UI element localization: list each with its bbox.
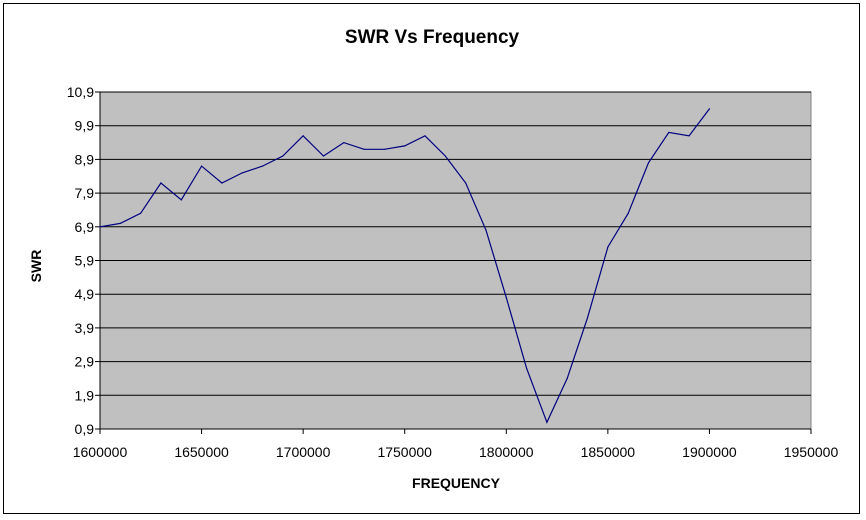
data-point: [241, 172, 243, 174]
data-point: [526, 367, 528, 369]
y-tick-label: 4,9: [75, 286, 95, 302]
data-point: [160, 182, 162, 184]
data-point: [546, 421, 548, 423]
data-point: [688, 135, 690, 137]
y-tick-labels: 0,9 1,9 2,9 3,9 4,9 5,9 6,9 7,9 8,9 9,9 10,9: [67, 84, 94, 437]
gridlines: [100, 91, 811, 396]
y-tick-label: 5,9: [75, 253, 95, 269]
y-tick-label: 9,9: [75, 118, 95, 134]
data-point: [261, 165, 264, 167]
data-point: [708, 108, 711, 110]
data-point: [383, 148, 385, 150]
data-point: [282, 155, 284, 157]
data-point: [322, 155, 325, 157]
y-tick-label: 1,9: [75, 387, 95, 403]
x-tick-label: 1600000: [73, 444, 128, 460]
y-tick-label: 2,9: [75, 354, 95, 370]
data-point: [302, 135, 304, 137]
chart-svg: SWR Vs Frequency 0,9 1,9 2,9 3,9 4,9 5,9 6,9 7,…: [28, 27, 839, 491]
x-tick-label: 1850000: [581, 444, 636, 460]
x-tick-label: 1900000: [682, 444, 737, 460]
y-axis-title: SWR: [28, 250, 44, 283]
y-tick-label: 3,9: [75, 320, 95, 336]
data-point: [363, 148, 365, 150]
data-point: [140, 212, 142, 214]
x-tick-label: 1650000: [174, 444, 229, 460]
data-point: [485, 229, 487, 231]
data-point: [99, 226, 101, 228]
x-tick-label: 1800000: [479, 444, 534, 460]
x-tick-labels: 1600000 1650000 1700000 1750000 1800000 18500…: [73, 444, 839, 460]
data-point: [505, 296, 507, 299]
data-point: [607, 246, 609, 248]
data-point: [221, 182, 223, 184]
data-point: [668, 131, 670, 134]
axes: [95, 91, 812, 434]
data-point: [424, 135, 426, 137]
y-tick-label: 7,9: [75, 185, 95, 201]
data-point: [180, 199, 182, 201]
data-point: [119, 222, 121, 225]
y-tick-label: 10,9: [67, 84, 94, 100]
data-point: [465, 182, 467, 184]
x-tick-label: 1750000: [377, 444, 432, 460]
data-point: [566, 377, 568, 380]
data-point: [627, 212, 629, 214]
x-tick-label: 1950000: [784, 444, 839, 460]
y-tick-label: 0,9: [75, 421, 95, 437]
series-layer: [99, 108, 711, 424]
data-point: [586, 317, 589, 319]
data-point: [444, 155, 446, 157]
chart-area: SWR Vs Frequency 0,9 1,9 2,9 3,9 4,9 5,9 6,9 7,…: [3, 3, 860, 514]
y-tick-label: 6,9: [75, 219, 95, 235]
y-tick-label: 8,9: [75, 151, 95, 167]
x-tick-label: 1700000: [276, 444, 331, 460]
data-point: [647, 162, 650, 164]
x-axis-title: FREQUENCY: [412, 475, 501, 491]
data-point: [404, 145, 406, 147]
chart-title: SWR Vs Frequency: [345, 27, 520, 48]
data-point: [200, 165, 203, 167]
data-point: [343, 141, 345, 144]
